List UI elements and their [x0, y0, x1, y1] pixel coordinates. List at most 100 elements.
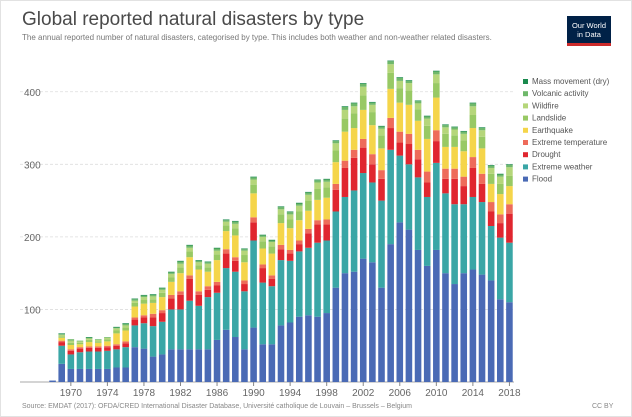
- bar-segment-landslide: [250, 184, 257, 194]
- bar-segment-landslide: [341, 118, 349, 132]
- bar-segment-extreme-weather: [469, 196, 477, 270]
- bar-segment-extreme-weather: [305, 247, 312, 316]
- bar-segment-extreme-temperature: [277, 244, 285, 250]
- bar-segment-earthquake: [369, 125, 376, 155]
- bar-segment-mass-movement-dry: [250, 176, 257, 178]
- bar-segment-earthquake: [305, 210, 312, 229]
- bar-segment-extreme-weather: [497, 237, 504, 300]
- bar-segment-extreme-weather: [314, 242, 321, 317]
- bar-segment-wildfire: [460, 133, 468, 141]
- bar-segment-earthquake: [323, 197, 330, 220]
- bar-segment-extreme-temperature: [259, 264, 267, 269]
- bar-segment-mass-movement-dry: [122, 323, 129, 324]
- bar-segment-flood: [232, 337, 239, 382]
- bar-segment-drought: [478, 183, 486, 203]
- bar-segment-flood: [305, 315, 312, 382]
- bar-segment-earthquake: [104, 341, 111, 346]
- license-link[interactable]: CC BY: [592, 403, 614, 410]
- legend-swatch: [523, 115, 528, 121]
- bar-segment-extreme-weather: [295, 251, 303, 317]
- bar-segment-extreme-temperature: [305, 228, 312, 234]
- bar-segment-volcanic-activity: [378, 126, 385, 129]
- bar-segment-volcanic-activity: [259, 235, 267, 237]
- bar-segment-earthquake: [451, 146, 458, 169]
- bar-segment-volcanic-activity: [487, 165, 495, 168]
- bar-segment-extreme-weather: [177, 309, 184, 350]
- bar-segment-drought: [94, 347, 102, 352]
- x-tick-label: 1986: [206, 388, 229, 399]
- bar-segment-flood: [478, 274, 486, 382]
- bar-segment-flood: [359, 258, 367, 382]
- bar-segment-wildfire: [149, 296, 157, 300]
- bar-segment-flood: [49, 380, 56, 382]
- bar-segment-extreme-temperature: [85, 346, 93, 348]
- bar-segment-mass-movement-dry: [177, 260, 184, 262]
- bar-segment-volcanic-activity: [58, 334, 65, 335]
- bar-segment-flood: [259, 344, 267, 382]
- bar-segment-mass-movement-dry: [140, 294, 148, 296]
- bar-segment-wildfire: [359, 86, 367, 96]
- chart-title: Global reported natural disasters by typ…: [22, 9, 365, 30]
- bar-segment-volcanic-activity: [414, 101, 422, 104]
- bar-segment-drought: [259, 268, 267, 283]
- bar-segment-extreme-temperature: [369, 154, 376, 165]
- bar-segment-extreme-weather: [58, 345, 65, 364]
- bar-segment-extreme-weather: [460, 204, 468, 274]
- bar-segment-wildfire: [323, 181, 330, 188]
- bar-segment-extreme-temperature: [94, 346, 102, 348]
- bar-segment-volcanic-activity: [341, 107, 349, 110]
- bar-segment-mass-movement-dry: [497, 173, 504, 175]
- bar-segment-extreme-weather: [67, 354, 75, 369]
- bar-segment-landslide: [259, 241, 267, 249]
- bar-segment-volcanic-activity: [478, 128, 486, 131]
- legend-swatch: [523, 152, 528, 158]
- bar-segment-volcanic-activity: [131, 299, 139, 301]
- bar-segment-extreme-temperature: [241, 280, 248, 285]
- bar-segment-landslide: [369, 112, 376, 126]
- bar-segment-flood: [405, 229, 413, 382]
- bar-segment-wildfire: [85, 338, 93, 340]
- bar-segment-extreme-weather: [241, 291, 248, 350]
- bar-segment-mass-movement-dry: [469, 102, 477, 104]
- legend-swatch: [523, 164, 528, 170]
- bar-segment-earthquake: [314, 199, 321, 221]
- bar-segment-wildfire: [259, 236, 267, 242]
- bar-segment-volcanic-activity: [314, 180, 321, 183]
- bar-segment-volcanic-activity: [241, 249, 248, 251]
- bar-segment-earthquake: [213, 260, 221, 282]
- bar-segment-wildfire: [67, 340, 75, 343]
- bar-segment-extreme-temperature: [451, 168, 458, 179]
- bar-segment-earthquake: [232, 235, 239, 258]
- bar-segment-extreme-weather: [122, 347, 129, 368]
- bar-segment-landslide: [85, 339, 93, 343]
- bar-segment-extreme-weather: [113, 349, 120, 368]
- bar-segment-drought: [85, 347, 93, 352]
- logo-line-1: Our World: [571, 21, 607, 30]
- bar-segment-flood: [442, 273, 449, 382]
- bar-segment-extreme-weather: [204, 297, 212, 350]
- bar-segment-extreme-temperature: [232, 257, 239, 261]
- bar-segment-volcanic-activity: [186, 245, 193, 248]
- bar-segment-drought: [177, 294, 184, 310]
- bar-segment-drought: [359, 147, 367, 174]
- bar-segment-landslide: [222, 225, 230, 232]
- bar-segment-earthquake: [168, 281, 175, 295]
- bar-segment-drought: [414, 159, 422, 178]
- owid-logo[interactable]: Our World in Data: [567, 16, 611, 46]
- x-tick-label: 1994: [279, 388, 302, 399]
- bar-segment-landslide: [204, 267, 212, 272]
- bar-segment-mass-movement-dry: [387, 60, 394, 62]
- bar-segment-drought: [378, 178, 385, 201]
- bar-segment-earthquake: [341, 131, 349, 161]
- bar-segment-earthquake: [378, 148, 385, 171]
- y-tick-label: 400: [24, 88, 41, 99]
- bar-segment-extreme-weather: [222, 268, 230, 330]
- bar-segment-extreme-weather: [149, 326, 157, 357]
- bar-segment-mass-movement-dry: [423, 115, 431, 117]
- bar-segment-drought: [104, 347, 111, 351]
- bar-segment-extreme-temperature: [497, 214, 504, 224]
- bar-segment-flood: [487, 280, 495, 382]
- bar-segment-flood: [76, 368, 84, 382]
- bar-segment-volcanic-activity: [213, 248, 221, 251]
